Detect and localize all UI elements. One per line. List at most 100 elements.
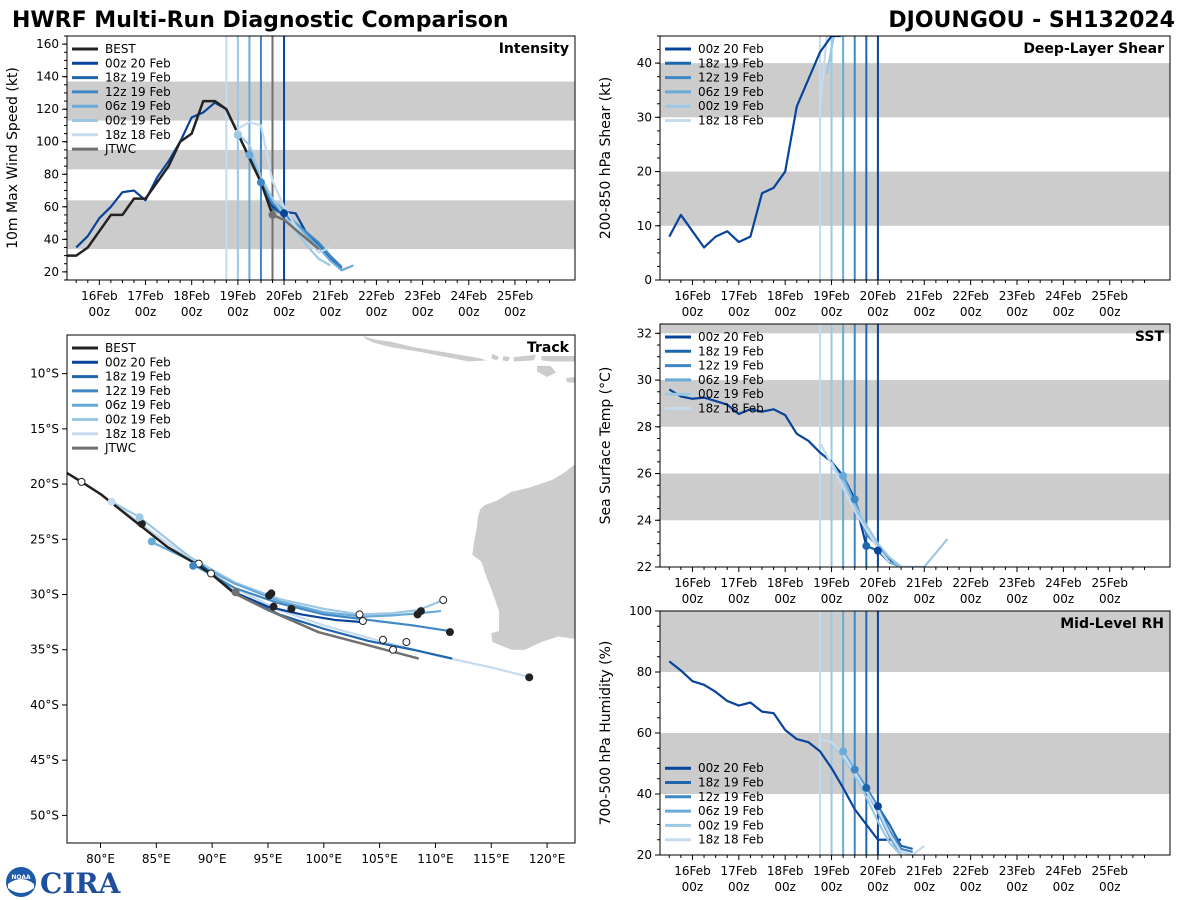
rh-series-00z-20-feb xyxy=(668,660,902,841)
intensity-legend-label-18z-18-feb: 18z 18 Feb xyxy=(105,128,171,142)
track-xtick-label: 120°E xyxy=(529,852,566,866)
track-xtick-label: 100°E xyxy=(306,852,343,866)
rh-marker-2 xyxy=(862,783,871,792)
shear-ylabel: 200-850 hPa Shear (kt) xyxy=(598,77,614,239)
sst-xtick-hour: 00z xyxy=(867,592,889,606)
intensity-xtick-day: 22Feb xyxy=(358,289,395,303)
track-marker-14 xyxy=(416,607,425,616)
track-marker-5 xyxy=(267,589,276,598)
sst-xtick-hour: 00z xyxy=(1006,592,1028,606)
intensity-ytick-label: 80 xyxy=(44,167,59,181)
shear-series-18z-18-feb xyxy=(818,36,829,107)
sst-marker-2 xyxy=(862,541,871,550)
track-ytick-label: 35°S xyxy=(30,643,59,657)
shear-xtick-hour: 00z xyxy=(682,305,704,319)
intensity-legend-label-best: BEST xyxy=(105,42,136,56)
rh-series-00z-19-feb xyxy=(830,741,902,855)
track-ytick-label: 10°S xyxy=(30,367,59,381)
sst-frame xyxy=(659,323,1171,568)
track-marker-8 xyxy=(355,610,364,619)
intensity-xtick-hour: 00z xyxy=(135,305,157,319)
sst-xtick-day: 19Feb xyxy=(813,576,850,590)
rh-xtick-day: 19Feb xyxy=(813,864,850,878)
rh-xtick-hour: 00z xyxy=(1006,880,1028,894)
track-panel-title: Track xyxy=(527,340,570,356)
track-legend-label-06z-19-feb: 06z 19 Feb xyxy=(105,398,171,412)
rh-xtick-hour: 00z xyxy=(913,880,935,894)
track-series-06z-19-feb xyxy=(150,540,442,618)
track-xtick-label: 80°E xyxy=(86,852,115,866)
shear-xtick-day: 23Feb xyxy=(999,289,1036,303)
shear-xtick-hour: 00z xyxy=(728,305,750,319)
sst-xtick-hour: 00z xyxy=(960,592,982,606)
intensity-ytick-label: 20 xyxy=(44,265,59,279)
intensity-xtick-hour: 00z xyxy=(227,305,249,319)
rh-xtick-hour: 00z xyxy=(867,880,889,894)
intensity-xtick-day: 25Feb xyxy=(497,289,534,303)
track-ytick-label: 30°S xyxy=(30,588,59,602)
intensity-marker-5 xyxy=(280,209,289,218)
rh-xtick-day: 21Feb xyxy=(906,864,943,878)
rh-marker-1 xyxy=(850,765,859,774)
track-series-18z-18-feb xyxy=(110,500,531,679)
rh-ytick-label: 20 xyxy=(637,848,652,862)
shear-xtick-day: 21Feb xyxy=(906,289,943,303)
intensity-band-0 xyxy=(67,200,575,250)
intensity-xtick-day: 24Feb xyxy=(451,289,488,303)
track-marker-22 xyxy=(231,588,240,597)
track-ytick-label: 40°S xyxy=(30,698,59,712)
cira-logo-text: CIRA xyxy=(40,867,122,900)
rh-ytick-label: 40 xyxy=(637,787,652,801)
track-xtick-label: 105°E xyxy=(361,852,398,866)
sst-xtick-hour: 00z xyxy=(821,592,843,606)
track-frame xyxy=(66,334,576,844)
track-marker-12 xyxy=(402,638,411,647)
sst-xtick-hour: 00z xyxy=(774,592,796,606)
track-land-5 xyxy=(541,355,575,362)
intensity-ytick-label: 140 xyxy=(36,70,59,84)
rh-xtick-hour: 00z xyxy=(728,880,750,894)
intensity-legend-label-00z-19-feb: 00z 19 Feb xyxy=(105,114,171,128)
rh-band-1 xyxy=(660,611,1170,672)
rh-marker-3 xyxy=(873,802,882,811)
shear-legend-label-00z-19-feb: 00z 19 Feb xyxy=(698,99,764,113)
track-land-4 xyxy=(513,354,536,362)
track-ytick-label: 25°S xyxy=(30,532,59,546)
rh-xtick-day: 16Feb xyxy=(674,864,711,878)
track-land-3 xyxy=(502,355,511,362)
sst-xtick-day: 23Feb xyxy=(999,576,1036,590)
shear-xtick-day: 17Feb xyxy=(721,289,758,303)
shear-ytick-label: 30 xyxy=(637,110,652,124)
intensity-xtick-day: 16Feb xyxy=(81,289,118,303)
rh-plot-area xyxy=(660,611,1170,855)
figure-title: HWRF Multi-Run Diagnostic Comparison xyxy=(12,8,509,33)
rh-xtick-hour: 00z xyxy=(821,880,843,894)
shear-legend-label-18z-19-feb: 18z 19 Feb xyxy=(698,56,764,70)
intensity-plot-area xyxy=(67,36,575,280)
sst-xtick-day: 21Feb xyxy=(906,576,943,590)
shear-panel-title: Deep-Layer Shear xyxy=(1023,41,1164,57)
shear-series-00z-20-feb xyxy=(668,36,841,249)
rh-xtick-hour: 00z xyxy=(1099,880,1121,894)
rh-band-0 xyxy=(660,733,1170,794)
sst-legend-label-12z-19-feb: 12z 19 Feb xyxy=(698,359,764,373)
rh-xtick-hour: 00z xyxy=(960,880,982,894)
shear-ytick-label: 0 xyxy=(644,273,652,287)
intensity-panel: 20 40 60 80 100 120 140 160 16Feb 00z 17Feb 00z 18Fe… xyxy=(5,35,576,319)
intensity-xtick-day: 18Feb xyxy=(173,289,210,303)
shear-xtick-day: 19Feb xyxy=(813,289,850,303)
shear-xtick-day: 18Feb xyxy=(767,289,804,303)
sst-xtick-day: 20Feb xyxy=(860,576,897,590)
sst-xtick-hour: 00z xyxy=(682,592,704,606)
sst-xtick-day: 18Feb xyxy=(767,576,804,590)
shear-series-00z-19-feb xyxy=(825,36,835,75)
shear-xtick-day: 25Feb xyxy=(1091,289,1128,303)
rh-legend-label-00z-19-feb: 00z 19 Feb xyxy=(698,818,764,832)
intensity-ylabel: 10m Max Wind Speed (kt) xyxy=(5,67,21,249)
track-land-2 xyxy=(491,353,500,361)
intensity-marker-3 xyxy=(256,178,265,187)
intensity-xtick-hour: 00z xyxy=(181,305,203,319)
shear-xtick-hour: 00z xyxy=(960,305,982,319)
shear-xtick-day: 22Feb xyxy=(952,289,989,303)
track-marker-3 xyxy=(207,569,216,578)
